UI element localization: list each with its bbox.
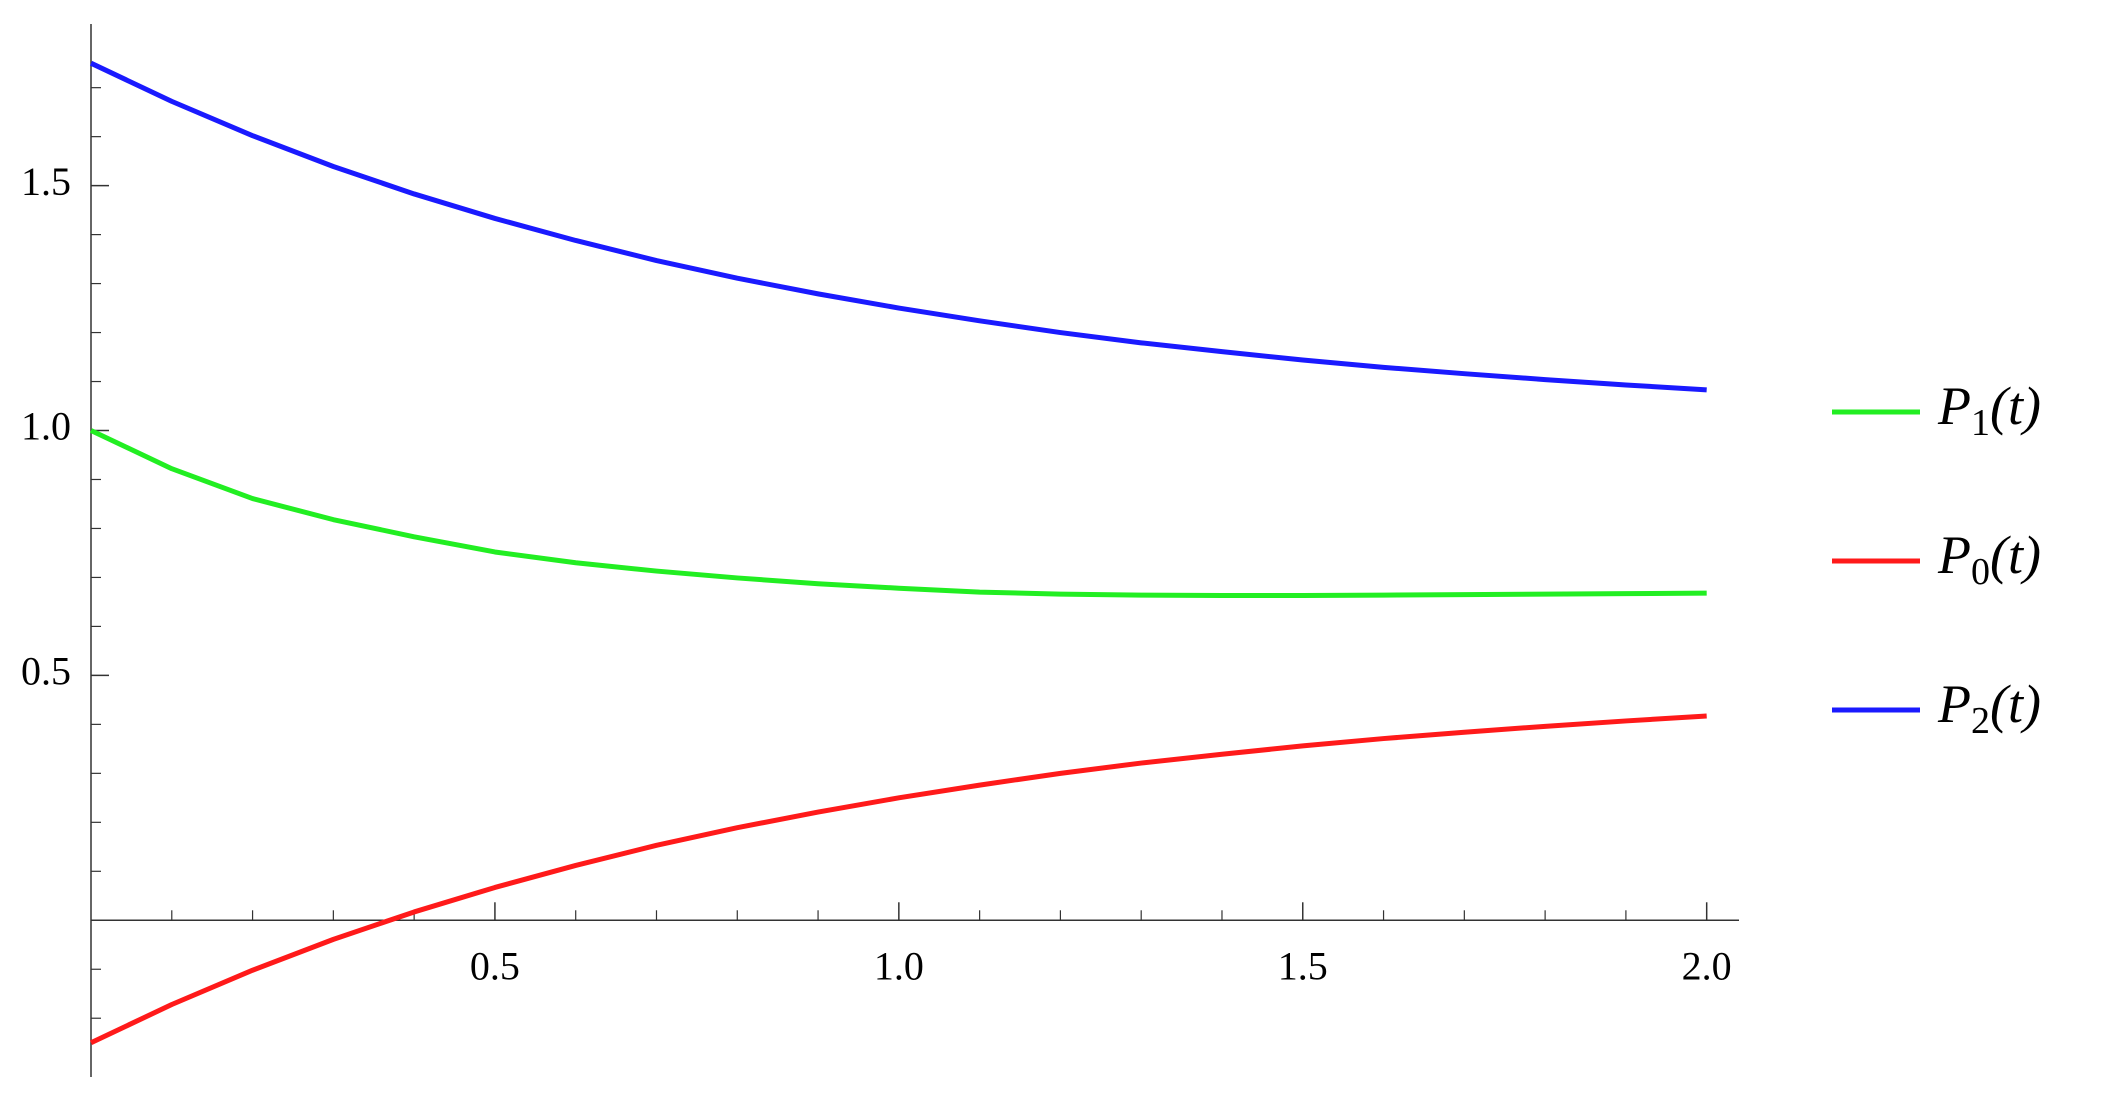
legend-label: P1(t) (1937, 376, 2041, 443)
x-tick-label: 1.5 (1278, 943, 1328, 988)
y-tick-label: 0.5 (21, 649, 71, 694)
x-tick-label: 1.0 (874, 943, 924, 988)
line-series (89, 428, 1707, 599)
x-tick-label: 2.0 (1682, 943, 1732, 988)
line-series (89, 60, 1707, 393)
x-tick-label: 0.5 (470, 943, 520, 988)
y-tick-label: 1.0 (21, 404, 71, 449)
legend-label: P2(t) (1937, 674, 2041, 741)
y-tick-label: 1.5 (21, 159, 71, 204)
legend-label: P0(t) (1937, 525, 2041, 592)
line-series (89, 713, 1707, 1045)
